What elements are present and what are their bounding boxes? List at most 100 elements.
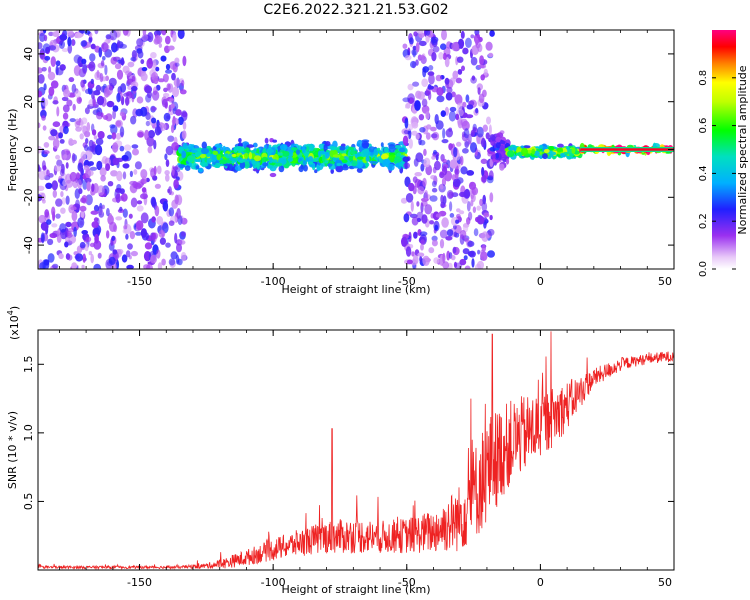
heatmap-cell	[448, 110, 456, 122]
heatmap-cell	[174, 62, 180, 67]
heatmap-cell	[176, 243, 182, 253]
heatmap-cell	[453, 231, 458, 238]
heatmap-cell	[131, 144, 139, 149]
heatmap-cell	[130, 250, 138, 257]
heatmap-cell	[136, 200, 143, 205]
heatmap-cell	[428, 65, 434, 71]
heatmap-cell	[110, 170, 118, 177]
heatmap-cell	[67, 254, 73, 261]
heatmap-cell	[477, 249, 481, 255]
heatmap-cell	[439, 183, 444, 190]
heatmap-cell	[318, 150, 321, 157]
heatmap-cell	[418, 40, 427, 47]
heatmap-cell	[172, 166, 179, 171]
heatmap-cell	[446, 229, 454, 237]
heatmap-cell	[216, 154, 221, 161]
heatmap-cell	[174, 232, 178, 244]
heatmap-cell	[190, 149, 198, 153]
heatmap-cell	[439, 229, 448, 239]
heatmap-cell	[269, 172, 277, 178]
heatmap-cell	[200, 154, 206, 159]
heatmap-cell	[401, 236, 408, 247]
heatmap-cell	[123, 92, 130, 97]
heatmap-cell	[147, 146, 153, 154]
heatmap-cell	[122, 228, 127, 234]
heatmap-cell	[413, 231, 418, 239]
heatmap-cell	[278, 165, 285, 173]
heatmap-cell	[52, 263, 59, 269]
heatmap-cell	[461, 65, 465, 72]
heatmap-cell	[425, 87, 431, 96]
heatmap-cell	[66, 99, 73, 107]
heatmap-cell	[93, 263, 102, 269]
heatmap-cell	[480, 74, 486, 81]
heatmap-cell	[182, 55, 187, 67]
heatmap-cell	[420, 163, 425, 172]
heatmap-cell	[521, 147, 528, 156]
heatmap-cell	[356, 139, 364, 148]
heatmap-cell	[184, 165, 191, 171]
heatmap-cell	[44, 209, 50, 218]
heatmap-cell	[89, 145, 96, 153]
heatmap-cell	[58, 40, 65, 49]
heatmap-cell	[173, 179, 179, 189]
heatmap-cell	[460, 166, 468, 175]
heatmap-cell	[105, 163, 111, 172]
heatmap-cell	[168, 45, 175, 51]
heatmap-cell	[179, 89, 187, 95]
heatmap-cell	[51, 180, 58, 191]
heatmap-cell	[441, 217, 449, 228]
heatmap-cell	[243, 161, 250, 169]
heatmap-cell	[97, 252, 102, 259]
heatmap-cell	[168, 186, 172, 196]
heatmap-cell	[483, 212, 490, 218]
heatmap-cell	[473, 228, 479, 237]
heatmap-cell	[571, 147, 576, 154]
heatmap-cell	[531, 148, 536, 155]
heatmap-cell	[163, 93, 170, 98]
heatmap-cell	[243, 152, 249, 159]
x-tick-label: -100	[261, 576, 286, 589]
heatmap-cell	[404, 159, 408, 170]
heatmap-cell	[46, 219, 52, 225]
colorbar-tick-label: 0.0	[698, 261, 709, 277]
heatmap-cell	[416, 217, 422, 223]
heatmap-cell	[90, 253, 94, 264]
heatmap-cell	[468, 181, 477, 190]
heatmap-cell	[556, 147, 563, 153]
heatmap-cell	[162, 222, 169, 234]
heatmap-cell	[151, 117, 157, 124]
heatmap-cell	[382, 158, 391, 166]
heatmap-cell	[173, 78, 181, 87]
heatmap-cell	[441, 139, 449, 144]
heatmap-cell	[147, 130, 156, 139]
heatmap-cell	[91, 183, 95, 192]
heatmap-cell	[94, 233, 99, 244]
heatmap-cell	[140, 72, 148, 82]
heatmap-cell	[165, 242, 171, 248]
heatmap-cell	[238, 138, 242, 143]
heatmap-cell	[351, 160, 358, 167]
heatmap-cell	[139, 178, 148, 185]
heatmap-cell	[137, 50, 144, 59]
spectrogram-y-label: Frequency (Hz)	[6, 109, 19, 192]
heatmap-cell	[421, 78, 429, 87]
heatmap-cell	[60, 191, 64, 198]
heatmap-cell	[468, 250, 476, 258]
heatmap-cell	[423, 157, 431, 168]
heatmap-cell	[65, 162, 69, 169]
snr-y-scale-base: (x10	[8, 315, 21, 340]
heatmap-cell	[388, 146, 395, 153]
heatmap-cell	[172, 115, 176, 126]
heatmap-cell	[71, 210, 78, 222]
heatmap-cell	[495, 136, 501, 143]
heatmap-cell	[77, 179, 82, 190]
heatmap-cell	[487, 250, 495, 258]
heatmap-region-signal-band	[504, 143, 584, 161]
heatmap-cell	[93, 204, 100, 212]
heatmap-cell	[425, 132, 431, 140]
heatmap-cell	[307, 161, 314, 165]
heatmap-cell	[422, 67, 427, 78]
heatmap-cell	[465, 114, 474, 119]
heatmap-cell	[329, 146, 336, 151]
